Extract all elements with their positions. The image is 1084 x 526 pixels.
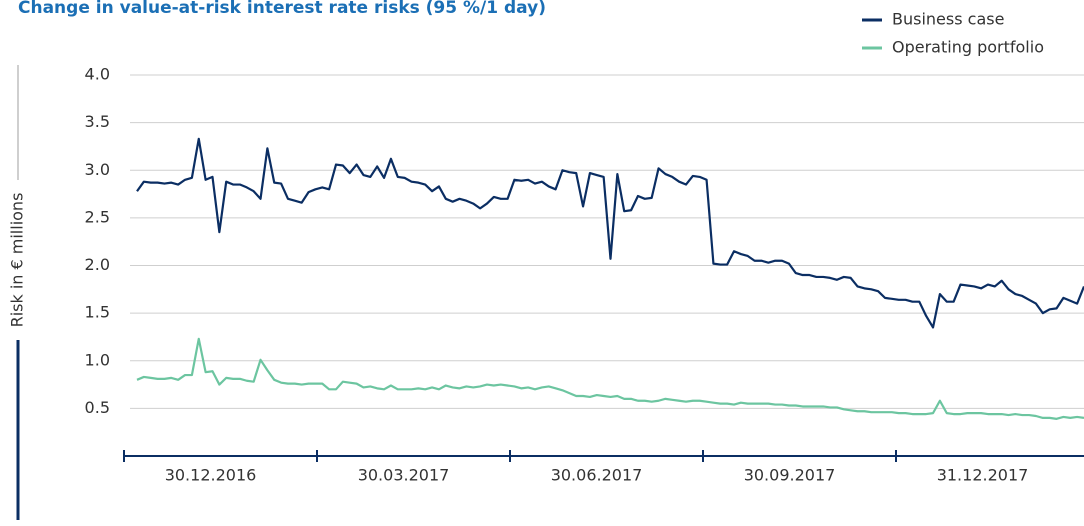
- y-tick-label: 1.5: [85, 303, 110, 322]
- y-axis-label: Risk in € millions: [8, 193, 27, 328]
- y-tick-label: 1.0: [85, 350, 110, 369]
- x-tick-label: 30.12.2016: [165, 466, 257, 485]
- legend-label: Operating portfolio: [892, 38, 1044, 57]
- y-tick-label: 3.0: [85, 160, 110, 179]
- y-tick-label: 2.5: [85, 207, 110, 226]
- line-series: [136, 137, 1084, 329]
- x-tick-label: 30.09.2017: [744, 466, 836, 485]
- x-tick-label: 30.03.2017: [358, 466, 450, 485]
- chart-title: Change in value-at-risk interest rate ri…: [18, 0, 546, 18]
- x-tick-label: 30.06.2017: [551, 466, 643, 485]
- y-tick-label: 4.0: [85, 65, 110, 84]
- y-tick-label: 2.0: [85, 255, 110, 274]
- x-tick-label: 31.12.2017: [937, 466, 1029, 485]
- y-tick-label: 3.5: [85, 112, 110, 131]
- line-series: [136, 337, 1084, 420]
- y-label-bg: [8, 180, 28, 340]
- legend-label: Business case: [892, 10, 1004, 29]
- y-tick-label: 0.5: [85, 398, 110, 417]
